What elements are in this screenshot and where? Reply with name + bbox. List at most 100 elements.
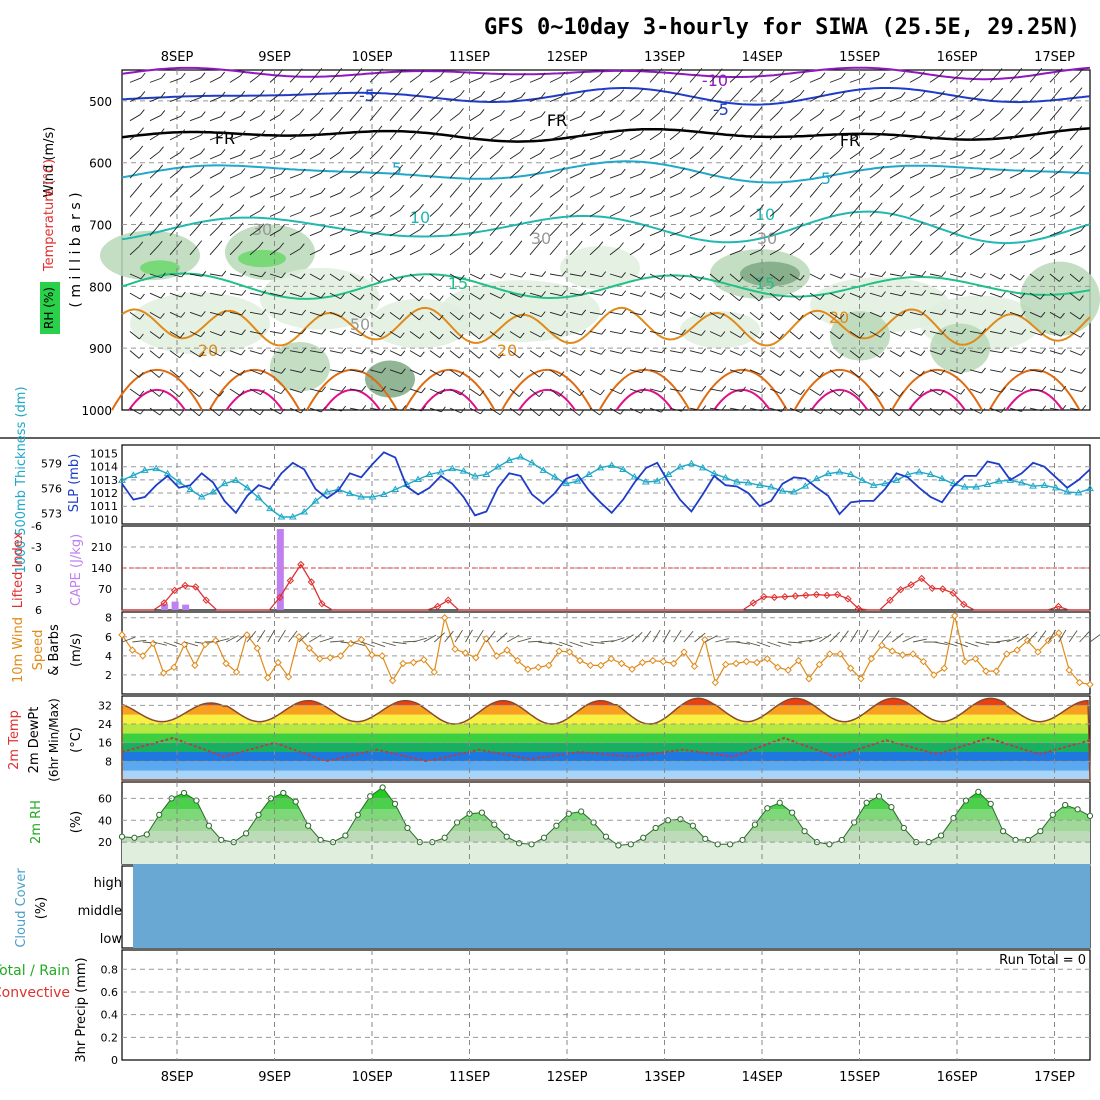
wind-barb — [329, 273, 341, 281]
wind-barb — [589, 388, 601, 396]
wind-barb — [540, 111, 546, 117]
wind-barb — [859, 332, 865, 339]
wind-speed-point — [118, 631, 126, 639]
wind-barb — [337, 67, 343, 74]
wind-barb — [629, 93, 640, 102]
wind-barb — [819, 390, 825, 396]
wind-barb — [209, 273, 222, 277]
wind-barb — [739, 313, 745, 320]
wind-barb — [1080, 205, 1085, 211]
wind-barb — [449, 113, 460, 122]
wind-barb — [709, 250, 722, 256]
wind-barb — [269, 173, 282, 179]
wind-barb — [429, 208, 440, 217]
wind-barb — [359, 294, 365, 300]
wind-barb — [519, 332, 525, 339]
wind-barb — [729, 230, 742, 237]
wind-barb — [549, 369, 561, 377]
wind-barb — [658, 87, 663, 94]
wind-barb — [569, 273, 582, 277]
wind-barb — [969, 350, 982, 354]
wind-barb — [829, 226, 839, 236]
wind-barb — [677, 67, 683, 74]
wind-barb — [559, 371, 565, 377]
wind-barb — [798, 202, 803, 209]
wind-speed-point — [493, 652, 501, 660]
wind-speed-point — [576, 656, 584, 665]
wind-barb — [369, 92, 379, 102]
wind-barb — [160, 292, 166, 299]
wind-barb — [609, 407, 621, 415]
wind-speed-point — [690, 662, 699, 671]
wind-barb — [1081, 386, 1087, 392]
wind-barb — [419, 351, 425, 358]
wind-barb — [1069, 407, 1082, 411]
wind-barb — [300, 273, 306, 279]
wind-barb — [969, 73, 979, 83]
wind-barb — [341, 329, 346, 336]
wind-barb — [819, 294, 825, 300]
wind-barb — [520, 292, 526, 298]
wind-barb — [889, 153, 902, 160]
wind-barb — [219, 370, 225, 377]
wind-barb — [537, 240, 543, 246]
day-labels-top: 8SEP 9SEP 10SEP 11SEP 12SEP 13SEP 14SEP 15SEP 16… — [161, 50, 1075, 65]
wind-barb — [1077, 125, 1083, 132]
wind-barb — [509, 188, 519, 198]
wind-barb — [869, 331, 881, 338]
wind-barb — [761, 405, 767, 412]
wind-barb — [197, 240, 203, 246]
wind-barb — [509, 273, 522, 278]
wind-barb — [469, 311, 480, 320]
wind-barb — [479, 294, 485, 300]
wind-barb — [861, 272, 866, 278]
wind-barb — [500, 272, 506, 279]
wind-barb — [601, 328, 607, 335]
wind-barb — [1049, 190, 1061, 198]
wind-barb — [989, 173, 1002, 179]
isotherm-freezing — [121, 127, 1091, 143]
wind-barb — [1039, 166, 1045, 173]
wind-barb — [1049, 250, 1062, 256]
wind-barb — [169, 311, 182, 318]
contour-label: 5 — [821, 169, 831, 188]
wind-barb — [438, 314, 444, 321]
wind-barb — [1049, 92, 1059, 102]
wind-barb — [240, 130, 246, 137]
wind-barb — [321, 406, 326, 413]
wind-barb — [740, 332, 745, 338]
wind-barb — [1038, 126, 1044, 133]
wind-barb — [1029, 250, 1042, 256]
wind-barb — [229, 331, 242, 336]
wind-barb — [449, 187, 459, 198]
wind-barb — [159, 146, 164, 152]
wind-barb — [919, 390, 925, 397]
wind-barb — [240, 110, 246, 117]
wind-barb — [878, 391, 884, 397]
thickness-point — [550, 473, 559, 480]
wind-barb — [818, 126, 824, 133]
wind-barb — [909, 115, 922, 122]
wind-barb — [399, 204, 405, 211]
wind-barb — [917, 240, 923, 247]
wind-barb — [309, 211, 322, 217]
wind-barb — [400, 350, 406, 357]
wind-barb — [949, 350, 962, 355]
wind-barb — [979, 242, 985, 249]
wind-barb — [1009, 249, 1022, 256]
wind-barb — [869, 170, 880, 179]
wind-barb — [629, 407, 642, 414]
thickness-point — [380, 490, 388, 497]
wind-barb — [921, 270, 927, 277]
wind-barb — [540, 92, 546, 98]
wind-barb — [429, 228, 440, 237]
wind-barb — [601, 290, 607, 296]
wind-barb — [909, 227, 920, 237]
wind-barb — [558, 203, 564, 209]
contour-label: FR — [215, 129, 235, 148]
wind-barb — [409, 407, 422, 412]
wind-barb — [981, 290, 986, 297]
rh-legend-swatch — [40, 282, 60, 334]
